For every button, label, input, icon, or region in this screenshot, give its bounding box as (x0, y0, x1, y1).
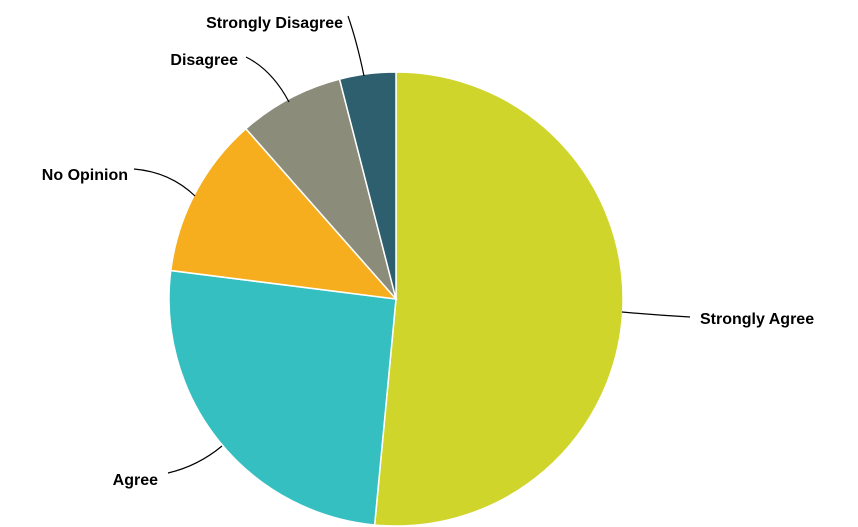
pie-slices (168, 71, 624, 527)
slice-label-strongly-agree: Strongly Agree (700, 311, 814, 328)
pie-slice-disagree (244, 78, 397, 300)
leader-line-agree (167, 445, 223, 474)
pie-labels: Strongly Agree Agree No Opinion Disagree Str… (42, 15, 814, 489)
leader-line-strongly-disagree (347, 15, 365, 77)
pie-slice-strongly-disagree (338, 71, 397, 300)
pie-slice-agree (168, 269, 397, 526)
slice-label-disagree: Disagree (170, 52, 238, 69)
leader-line-strongly-agree (621, 311, 691, 318)
pie-slice-no-opinion (169, 127, 398, 300)
leader-line-no-opinion (133, 168, 196, 197)
leader-line-disagree (245, 56, 290, 103)
slice-label-agree: Agree (113, 472, 158, 489)
pie-slice-strongly-agree (373, 71, 624, 527)
pie-leader-lines (133, 15, 691, 474)
slice-label-no-opinion: No Opinion (42, 167, 128, 184)
slice-label-strongly-disagree: Strongly Disagree (206, 15, 343, 32)
